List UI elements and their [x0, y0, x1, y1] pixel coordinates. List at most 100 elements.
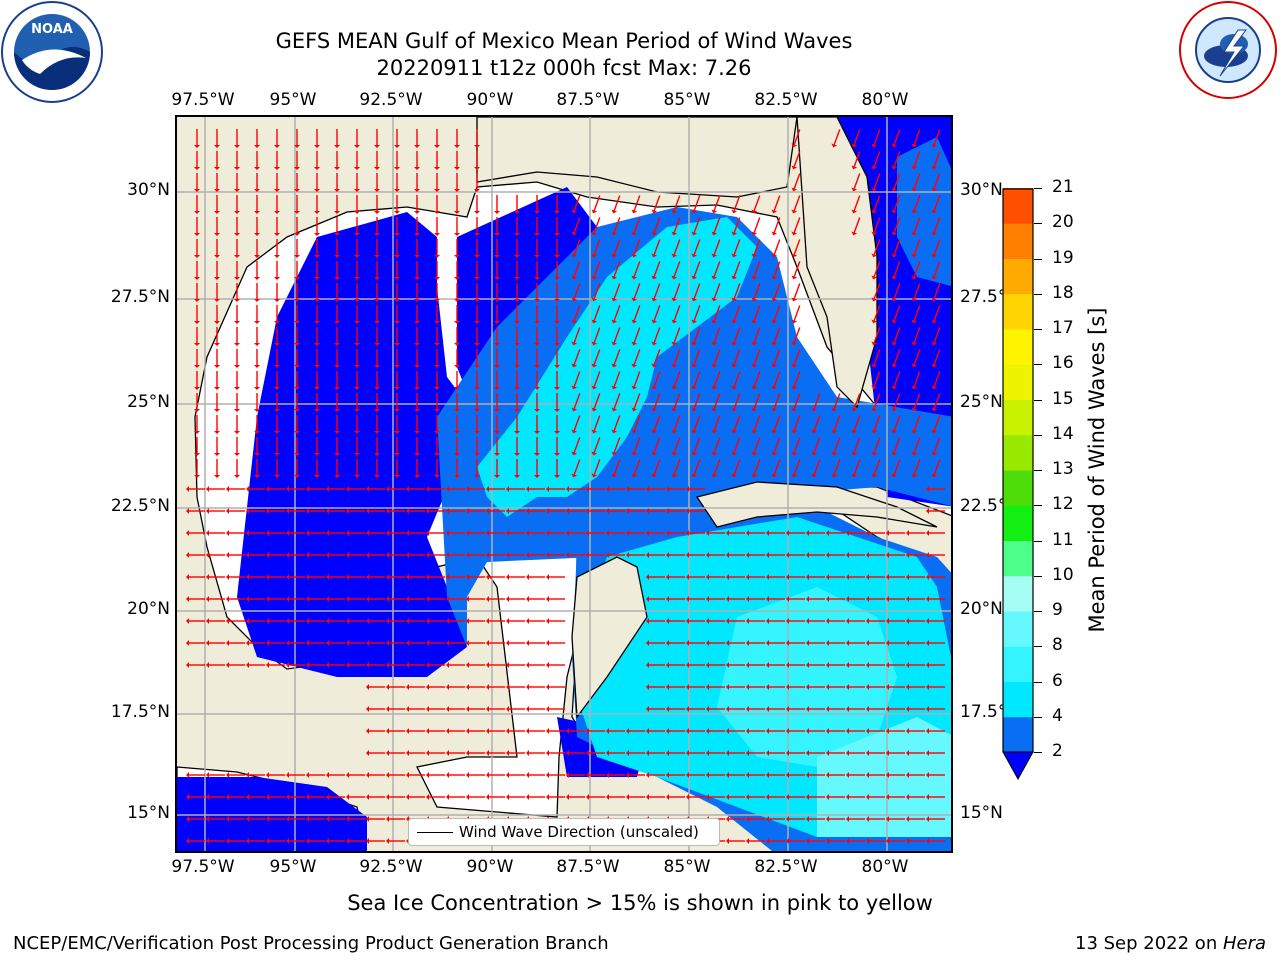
wave-direction-arrowhead [374, 431, 380, 434]
wave-direction-arrowhead [254, 211, 260, 214]
wave-direction-arrowhead [254, 167, 260, 170]
wave-direction-arrowhead [474, 321, 480, 324]
wave-direction-arrowhead [434, 167, 440, 170]
wave-direction-arrow [653, 217, 661, 233]
wave-direction-arrow [893, 129, 901, 145]
wave-direction-arrowhead [546, 552, 549, 558]
wave-direction-arrowhead [686, 552, 689, 558]
wave-direction-arrowhead [526, 662, 529, 668]
wave-direction-arrowhead [194, 167, 200, 170]
wave-direction-arrowhead [274, 189, 280, 192]
wave-direction-arrowhead [646, 530, 649, 536]
wave-direction-arrow [913, 459, 921, 475]
wave-direction-arrowhead [434, 409, 440, 412]
colorbar-label: Mean Period of Wind Waves [s] [1085, 307, 1109, 633]
wave-direction-arrowhead [886, 750, 889, 756]
wave-direction-arrowhead [711, 209, 718, 214]
wave-direction-arrow [893, 327, 901, 343]
wave-direction-arrowhead [806, 816, 809, 822]
wave-direction-arrowhead [326, 640, 329, 646]
wave-direction-arrowhead [786, 530, 789, 536]
wave-direction-arrowhead [414, 387, 420, 390]
wave-direction-arrowhead [546, 530, 549, 536]
wave-direction-arrowhead [266, 486, 269, 492]
wave-direction-arrowhead [194, 277, 200, 280]
wave-direction-arrowhead [486, 662, 489, 668]
wave-direction-arrowhead [554, 321, 560, 324]
wave-direction-arrowhead [314, 321, 320, 324]
wave-direction-arrowhead [434, 475, 440, 478]
wave-direction-arrowhead [366, 750, 369, 756]
wave-direction-arrowhead [926, 816, 929, 822]
wave-direction-arrowhead [394, 255, 400, 258]
wave-direction-arrowhead [534, 211, 540, 214]
wave-direction-arrowhead [686, 684, 689, 690]
wave-direction-arrow [593, 217, 601, 233]
wave-direction-arrow [853, 173, 861, 189]
wave-direction-arrowhead [586, 486, 589, 492]
wave-direction-arrowhead [366, 574, 369, 580]
wave-direction-arrow [873, 371, 881, 387]
wave-direction-arrowhead [866, 750, 869, 756]
wave-direction-arrowhead [526, 772, 529, 778]
wave-direction-arrowhead [691, 363, 698, 368]
wave-direction-arrowhead [434, 145, 440, 148]
wave-direction-arrowhead [466, 794, 469, 800]
wave-direction-arrow [573, 217, 581, 233]
footer-date-text: 13 Sep 2022 on [1075, 933, 1223, 954]
wave-direction-arrowhead [454, 321, 460, 324]
wave-direction-arrowhead [766, 838, 769, 844]
wave-direction-arrowhead [414, 277, 420, 280]
wave-direction-arrow [893, 217, 901, 233]
wave-direction-arrowhead [886, 618, 889, 624]
wave-direction-arrowhead [214, 145, 220, 148]
wave-direction-arrowhead [214, 321, 220, 324]
wave-direction-arrowhead [534, 255, 540, 258]
wave-direction-arrowhead [514, 277, 520, 280]
wave-direction-arrowhead [791, 187, 798, 192]
wave-direction-arrowhead [886, 816, 889, 822]
wave-direction-arrowhead [234, 211, 240, 214]
wave-direction-arrowhead [274, 167, 280, 170]
wave-direction-arrowhead [534, 475, 540, 478]
wave-direction-arrowhead [791, 385, 798, 390]
wave-direction-arrowhead [746, 706, 749, 712]
wave-direction-arrowhead [571, 319, 578, 324]
colorbar-tick-mark [1034, 293, 1042, 295]
wave-direction-arrowhead [791, 429, 798, 434]
wave-direction-arrow [753, 217, 761, 233]
wave-direction-arrow [713, 239, 721, 255]
wave-direction-arrowhead [514, 321, 520, 324]
wave-direction-arrowhead [726, 530, 729, 536]
wave-direction-arrowhead [326, 574, 329, 580]
wave-direction-arrowhead [426, 772, 429, 778]
wave-direction-arrowhead [274, 387, 280, 390]
wave-direction-arrowhead [206, 838, 209, 844]
wave-direction-arrowhead [891, 297, 898, 302]
wave-direction-arrowhead [386, 574, 389, 580]
wave-direction-arrowhead [791, 275, 798, 280]
wave-direction-arrowhead [394, 277, 400, 280]
wave-direction-arrowhead [671, 319, 678, 324]
wave-direction-arrow [673, 305, 681, 321]
wave-direction-arrowhead [731, 407, 738, 412]
wave-direction-arrowhead [631, 319, 638, 324]
wave-direction-arrow [793, 151, 801, 167]
wave-direction-arrow [913, 305, 921, 321]
wave-direction-arrow [893, 371, 901, 387]
wave-direction-arrowhead [546, 486, 549, 492]
wave-direction-arrowhead [666, 486, 669, 492]
wave-direction-arrowhead [466, 530, 469, 536]
wave-direction-arrowhead [506, 706, 509, 712]
wave-direction-arrowhead [791, 407, 798, 412]
wave-direction-arrow [913, 415, 921, 431]
wave-direction-arrowhead [474, 233, 480, 236]
wave-direction-arrowhead [926, 750, 929, 756]
wave-zone-4s-central [437, 207, 951, 647]
wave-direction-arrowhead [534, 299, 540, 302]
wave-direction-arrow [853, 415, 861, 431]
wave-direction-arrowhead [671, 385, 678, 390]
wave-direction-arrowhead [226, 530, 229, 536]
wave-direction-arrowhead [294, 167, 300, 170]
wave-direction-arrowhead [791, 319, 798, 324]
